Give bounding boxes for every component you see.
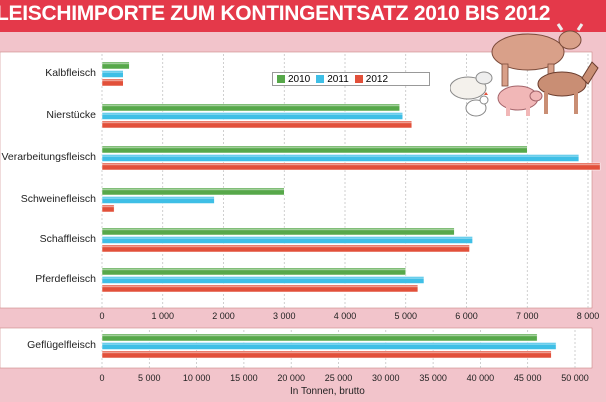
bar-gloss-0-1-1	[102, 113, 403, 115]
bar-gloss-0-5-0	[102, 269, 406, 271]
bar-gloss-0-1-2	[102, 122, 412, 124]
x-tick-label-1-10: 50 000	[561, 373, 589, 383]
bar-gloss-1-0-2	[102, 352, 552, 354]
bar-gloss-0-3-0	[102, 189, 285, 191]
legend-swatch-2012	[354, 75, 363, 83]
bar-gloss-0-4-1	[102, 237, 473, 239]
x-tick-label-0-1: 1 000	[151, 311, 174, 321]
bar-0-schaffleisch-2011	[101, 236, 473, 244]
x-tick-label-1-9: 45 000	[514, 373, 542, 383]
category-label: Verarbeitungsfleisch	[1, 151, 96, 163]
x-tick-label-1-2: 10 000	[183, 373, 211, 383]
x-tick-label-1-7: 35 000	[419, 373, 447, 383]
x-tick-label-1-6: 30 000	[372, 373, 400, 383]
bar-gloss-0-0-0	[102, 63, 130, 65]
horse-icon	[537, 61, 599, 114]
legend-label-2010: 2010	[288, 73, 311, 85]
x-tick-label-1-8: 40 000	[467, 373, 495, 383]
sheep-icon	[450, 71, 493, 100]
animals-svg	[450, 23, 599, 117]
chicken-icon	[465, 92, 489, 117]
bar-0-schaffleisch-2010	[101, 227, 455, 236]
bar-gloss-0-2-0	[102, 147, 528, 149]
bar-0-schaffleisch-2012	[101, 244, 470, 253]
bar-0-nierst-cke-2011	[101, 112, 403, 120]
bar-0-schweinefleisch-2011	[101, 196, 215, 204]
bar-gloss-0-0-1	[102, 71, 124, 73]
title-bar: LEISCHIMPORTE ZUM KONTINGENTSATZ 2010 BI…	[0, 0, 606, 32]
bar-0-pferdefleisch-2012	[101, 284, 419, 293]
category-label: Kalbfleisch	[45, 67, 96, 79]
bar-gloss-1-0-1	[102, 343, 557, 345]
pig-icon	[497, 85, 543, 116]
x-tick-label-0-2: 2 000	[212, 311, 235, 321]
bar-1-gefl-gelfleisch-2010	[101, 333, 538, 342]
category-label: Pferdefleisch	[35, 273, 96, 285]
x-tick-label-1-4: 20 000	[277, 373, 305, 383]
x-axis-title: In Tonnen, brutto	[290, 386, 365, 397]
category-label: Schaffleisch	[39, 233, 96, 245]
legend-label-2011: 2011	[327, 73, 349, 85]
bar-0-schweinefleisch-2012	[101, 204, 115, 213]
bar-gloss-1-0-0	[102, 335, 538, 337]
bar-0-kalbfleisch-2012	[101, 78, 124, 87]
bar-gloss-0-3-2	[102, 206, 115, 208]
legend-label-2012: 2012	[365, 73, 389, 85]
category-label: Schweinefleisch	[20, 193, 96, 205]
bar-1-gefl-gelfleisch-2012	[101, 350, 552, 359]
bar-0-pferdefleisch-2010	[101, 267, 406, 276]
bar-0-kalbfleisch-2010	[101, 61, 130, 70]
x-tick-label-0-4: 4 000	[334, 311, 357, 321]
x-tick-label-0-8: 8 000	[577, 311, 600, 321]
legend-swatch-2011	[316, 75, 325, 83]
bar-gloss-0-1-0	[102, 105, 400, 107]
x-tick-label-0-5: 5 000	[394, 311, 417, 321]
bar-gloss-0-5-1	[102, 277, 424, 279]
bar-0-kalbfleisch-2011	[101, 70, 124, 78]
bar-0-verarbeitungsfleisch-2010	[101, 145, 528, 154]
bar-gloss-0-2-2	[102, 164, 601, 166]
legend-item-2011: 2011	[316, 74, 349, 85]
x-tick-label-0-3: 3 000	[273, 311, 296, 321]
legend-item-2012: 2012	[354, 73, 389, 85]
bar-gloss-0-4-0	[102, 229, 455, 231]
legend-item-2010: 2010	[277, 74, 310, 85]
bar-0-verarbeitungsfleisch-2011	[101, 154, 580, 162]
x-tick-label-0-6: 6 000	[455, 311, 478, 321]
category-label: Geflügelfleisch	[27, 339, 96, 351]
chart-title: LEISCHIMPORTE ZUM KONTINGENTSATZ 2010 BI…	[0, 2, 551, 25]
bar-gloss-0-3-1	[102, 197, 215, 199]
bar-gloss-0-4-2	[102, 246, 470, 248]
category-label: Nierstücke	[46, 109, 96, 121]
bar-0-nierst-cke-2010	[101, 103, 400, 112]
x-tick-label-0-7: 7 000	[516, 311, 539, 321]
x-tick-label-1-3: 15 000	[230, 373, 258, 383]
animals-illustration	[450, 22, 600, 122]
x-tick-label-1-5: 25 000	[325, 373, 353, 383]
bar-gloss-0-2-1	[102, 155, 579, 157]
x-tick-label-0-0: 0	[99, 311, 104, 321]
bar-0-nierst-cke-2012	[101, 120, 413, 129]
bar-0-verarbeitungsfleisch-2012	[101, 162, 601, 171]
bar-1-gefl-gelfleisch-2011	[101, 342, 557, 350]
bar-0-pferdefleisch-2011	[101, 276, 425, 284]
legend: 2010 2011 2012	[272, 72, 430, 86]
chart-panel-0	[0, 51, 593, 309]
legend-swatch-2010	[277, 75, 285, 83]
x-tick-label-1-1: 5 000	[138, 373, 161, 383]
bar-0-schweinefleisch-2010	[101, 187, 285, 196]
x-tick-label-1-0: 0	[99, 373, 104, 383]
bar-gloss-0-0-2	[102, 80, 124, 82]
bar-gloss-0-5-2	[102, 286, 418, 288]
